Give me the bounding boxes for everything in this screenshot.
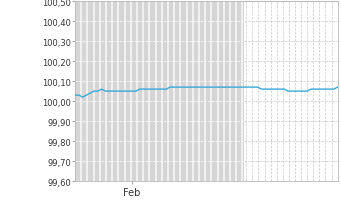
Bar bbox=[244, 2, 338, 181]
